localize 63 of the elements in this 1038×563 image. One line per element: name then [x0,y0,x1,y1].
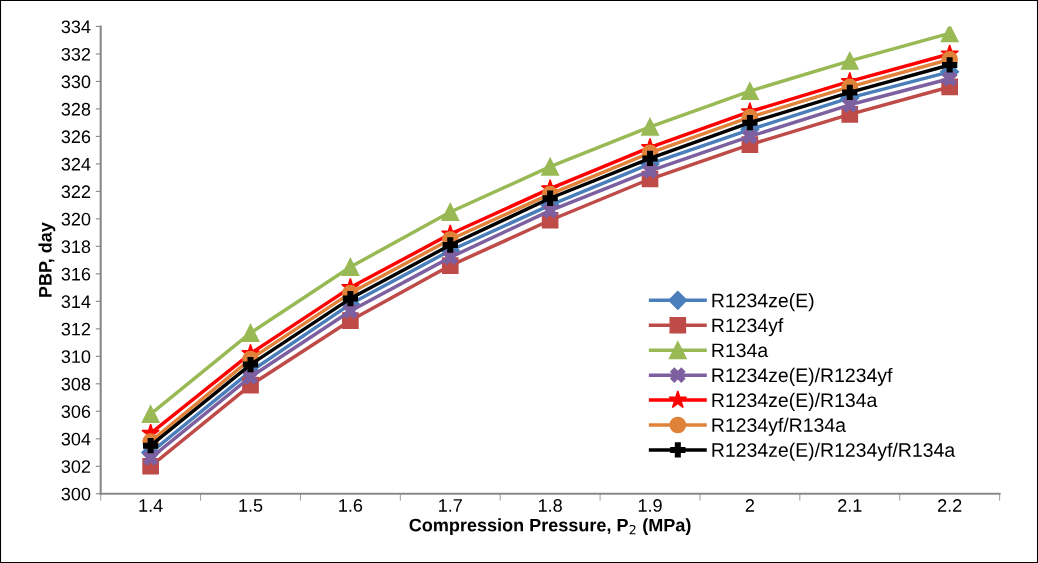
legend-label: R134a [712,343,769,358]
x-tick-label: 1.5 [239,499,263,512]
point [442,237,458,253]
legend-label: R1234ze(E)/R1234yf/R134a [712,442,956,461]
point [842,97,858,113]
point [141,405,160,424]
y-tick-label: 304 [61,432,91,446]
x-tick-label: 2 [745,499,755,512]
x-tick-label: 1.9 [638,499,662,512]
y-tick-label: 312 [61,322,91,336]
y-tick-label: 318 [61,240,91,254]
y-tick-label: 306 [61,405,91,419]
y-tick-label: 326 [61,130,91,144]
y-tick-label: 300 [61,487,91,501]
point [940,26,959,43]
legend-label: R1234ze(E) [712,293,814,312]
legend-label: R1234yf/R134a [712,417,846,436]
y-tick-label: 310 [61,350,91,364]
point [840,51,859,70]
point [642,163,658,179]
y-tick-label: 330 [61,75,91,89]
point [640,117,660,136]
x-axis-title: Compression Pressure, P$_{2}$ (MPa) [409,518,691,536]
point [541,157,560,176]
point [842,84,858,101]
point [542,202,558,219]
legend-label: R1234yf [712,318,784,337]
y-tick-label: 334 [61,20,91,34]
point [142,438,159,454]
point [442,249,458,265]
point [742,128,758,145]
point [342,290,359,307]
y-tick-label: 328 [61,102,91,116]
x-tick-label: 1.4 [139,499,163,512]
legend-label: R1234ze(E)/R134a [712,392,878,411]
point [341,257,360,277]
point [441,202,460,222]
y-tick-label: 320 [61,212,91,226]
y-tick-label: 324 [61,157,91,171]
y-tick-label: 316 [61,267,91,281]
point [542,190,558,206]
y-tick-label: 314 [61,295,91,309]
y-tick-label: 308 [61,377,91,391]
x-tick-label: 1.8 [538,499,562,512]
x-tick-label: 1.7 [439,499,462,512]
point [942,57,958,73]
y-tick-label: 322 [61,185,91,199]
point [742,115,758,131]
point [740,82,759,101]
y-tick-label: 302 [61,460,91,473]
y-tick-label: 332 [61,47,91,61]
x-tick-label: 2.2 [938,499,962,512]
legend-label: R1234ze(E)/R1234yf [712,367,893,386]
y-axis-title: PBP, day [38,222,56,297]
point [142,450,159,466]
point [642,150,658,167]
point [942,71,958,87]
point [242,369,259,385]
point [242,356,259,373]
x-tick-label: 2.1 [838,499,862,512]
point [342,303,359,319]
point [241,323,260,342]
x-tick-label: 1.6 [339,499,363,512]
